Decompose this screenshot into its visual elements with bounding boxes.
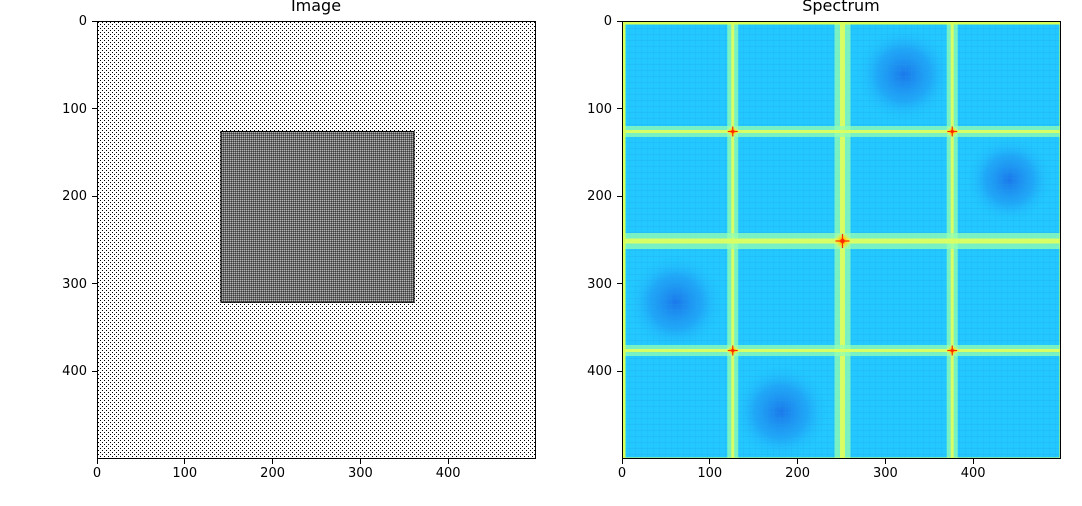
spectrum-border-glow <box>623 22 1060 458</box>
spectrum-peak <box>950 348 954 353</box>
image-y-tick <box>92 283 97 285</box>
spectrum-y-tick <box>617 108 622 110</box>
spectrum-y-tick <box>617 195 622 197</box>
image-x-tick <box>96 459 98 464</box>
image-y-tick <box>92 195 97 197</box>
spectrum-y-tick <box>617 370 622 372</box>
spectrum-x-tick-label: 100 <box>697 466 723 481</box>
spectrum-peak <box>840 238 845 244</box>
image-x-tick <box>447 459 449 464</box>
image-y-tick-label: 400 <box>62 364 87 380</box>
spectrum-y-tick-label: 100 <box>587 101 612 117</box>
spectrum-band-core-horizontal <box>623 349 1060 352</box>
spectrum-title: Spectrum <box>802 0 880 15</box>
image-x-tick <box>272 459 274 464</box>
spectrum-peaks <box>726 125 959 357</box>
spectrum-plot <box>622 21 1061 459</box>
spectrum-y-tick-label: 0 <box>603 14 612 29</box>
spectrum-peak <box>950 129 954 134</box>
image-x-tick-label: 400 <box>435 466 461 481</box>
image-title: Image <box>290 0 342 15</box>
image-x-tick <box>359 459 361 464</box>
image-plot <box>97 21 536 459</box>
spectrum-peak <box>731 348 735 353</box>
image-canvas <box>98 22 535 458</box>
spectrum-canvas <box>623 22 1060 458</box>
spectrum-y-tick-label: 300 <box>587 276 612 292</box>
spectrum-x-tick-label: 400 <box>960 466 986 481</box>
image-x-tick-label: 0 <box>92 466 102 481</box>
image-x-tick <box>184 459 186 464</box>
spectrum-x-tick <box>972 459 974 464</box>
image-x-tick-label: 300 <box>347 466 373 481</box>
spectrum-x-tick <box>797 459 799 464</box>
spectrum-band-core-horizontal <box>623 130 1060 133</box>
image-x-tick-label: 200 <box>260 466 285 481</box>
image-y-tick-label: 300 <box>62 276 87 292</box>
spectrum-x-tick-label: 200 <box>785 466 810 481</box>
spectrum-x-tick <box>884 459 886 464</box>
spectrum-peak <box>731 129 735 134</box>
image-y-tick-label: 100 <box>62 101 87 117</box>
image-y-tick <box>92 370 97 372</box>
spectrum-x-tick-label: 300 <box>872 466 898 481</box>
spectrum-y-tick-label: 200 <box>587 189 612 205</box>
image-y-tick-label: 0 <box>78 14 87 29</box>
spectrum-x-tick <box>621 459 623 464</box>
image-y-tick-label: 200 <box>62 189 87 205</box>
spectrum-y-tick-label: 400 <box>587 364 612 380</box>
spectrum-y-tick <box>617 20 622 22</box>
spectrum-x-tick <box>709 459 711 464</box>
spectrum-x-tick-label: 0 <box>617 466 627 481</box>
spectrum-y-tick <box>617 283 622 285</box>
image-rectangle <box>220 131 415 303</box>
image-x-tick-label: 100 <box>172 466 198 481</box>
image-y-tick <box>92 20 97 22</box>
image-y-tick <box>92 108 97 110</box>
